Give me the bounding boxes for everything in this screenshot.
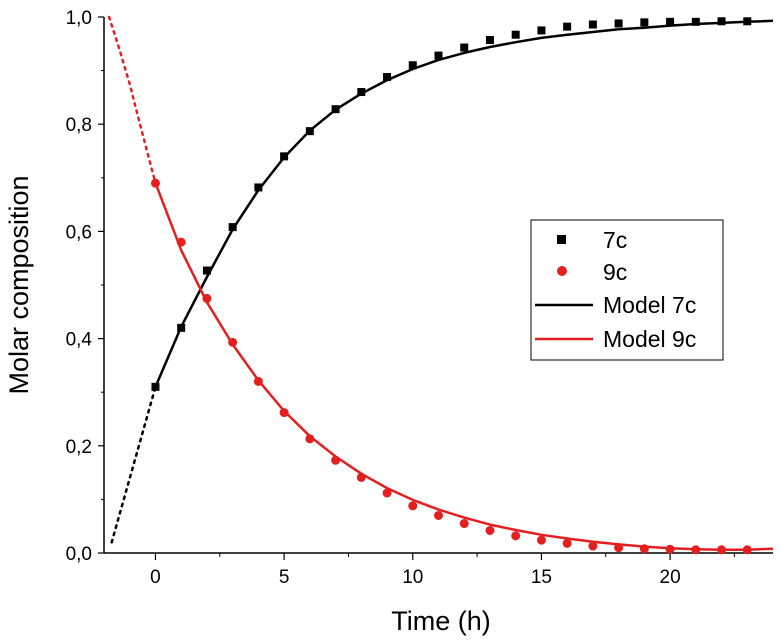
y-tick-label: 1,0 <box>66 8 92 29</box>
data-point-circle <box>331 455 341 465</box>
data-point-square <box>202 266 211 275</box>
data-point-square <box>331 105 340 114</box>
x-tick-label: 15 <box>531 567 552 588</box>
data-point-square <box>485 36 494 45</box>
data-point-circle <box>202 293 212 303</box>
data-point-square <box>383 73 392 82</box>
dotted-extrapolation-line <box>107 15 157 185</box>
data-point-square <box>357 88 366 97</box>
data-point-circle <box>588 541 598 551</box>
data-point-square <box>151 382 160 391</box>
data-point-circle <box>434 510 443 520</box>
ticks: 0,0 0,2 0,4 0,6 0,8 1,0 0 5 10 15 20 <box>66 8 735 588</box>
data-point-square <box>408 61 417 70</box>
data-point-circle <box>742 545 752 555</box>
data-point-square <box>460 43 469 52</box>
data-point-square <box>743 17 752 26</box>
data-point-square <box>280 152 289 161</box>
y-tick-label: 0,2 <box>66 437 92 458</box>
data-point-square <box>228 223 237 232</box>
legend-marker-7c <box>557 235 566 244</box>
y-tick-label: 0,8 <box>66 115 92 136</box>
x-axis-label: Time (h) <box>391 606 491 636</box>
data-point-square <box>305 127 314 136</box>
data-point-circle <box>279 408 289 418</box>
y-tick-label: 0,4 <box>66 330 93 351</box>
data-point-square <box>614 19 623 28</box>
data-point-square <box>511 30 520 39</box>
data-point-circle <box>614 543 624 553</box>
series-points <box>150 17 752 555</box>
data-point-square <box>666 17 675 26</box>
data-point-circle <box>228 337 238 347</box>
legend-marker-9c <box>557 266 567 276</box>
data-point-circle <box>253 376 263 386</box>
x-tick-label: 5 <box>279 567 290 588</box>
legend: 7c 9c Model 7c Model 9c <box>530 219 724 361</box>
data-point-square <box>434 51 443 60</box>
data-point-square <box>588 20 597 29</box>
dotted-extrapolation-line <box>110 385 157 544</box>
data-point-circle <box>356 472 366 482</box>
data-point-circle <box>485 525 495 535</box>
x-tick-label: 20 <box>660 567 681 588</box>
data-point-circle <box>562 538 572 548</box>
data-point-square <box>563 22 572 31</box>
data-point-circle <box>665 544 675 554</box>
y-axis-label: Molar composition <box>4 175 34 394</box>
data-point-circle <box>382 488 392 498</box>
data-point-square <box>254 183 263 192</box>
data-point-circle <box>511 531 521 541</box>
legend-label-model-9c: Model 9c <box>603 326 696 352</box>
y-tick-label: 0,0 <box>66 544 92 565</box>
data-point-circle <box>536 535 546 545</box>
data-point-circle <box>639 544 649 554</box>
data-point-circle <box>717 545 727 555</box>
data-point-square <box>691 17 700 26</box>
legend-label-9c: 9c <box>603 259 627 285</box>
data-point-square <box>177 323 186 332</box>
data-point-square <box>640 18 649 27</box>
data-point-circle <box>408 501 418 511</box>
data-point-circle <box>691 545 701 555</box>
legend-label-model-7c: Model 7c <box>603 292 696 318</box>
data-point-square <box>717 17 726 26</box>
legend-label-7c: 7c <box>603 227 627 253</box>
data-point-square <box>537 26 546 35</box>
data-point-circle <box>459 519 469 529</box>
y-tick-label: 0,6 <box>66 222 92 243</box>
data-point-circle <box>176 237 186 247</box>
x-tick-label: 10 <box>402 567 423 588</box>
x-tick-label: 0 <box>150 567 161 588</box>
data-point-circle <box>150 178 160 188</box>
data-point-circle <box>305 434 315 444</box>
